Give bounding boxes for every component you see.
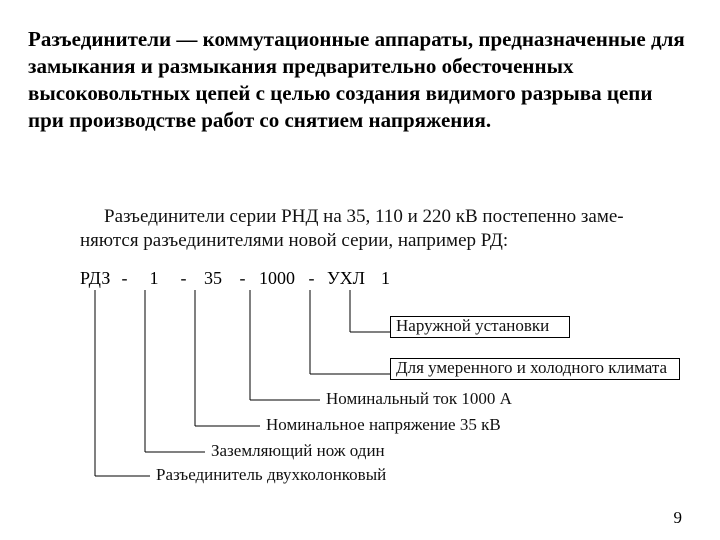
label-outdoor: Наружной установки [396, 317, 549, 336]
code-dash-1: - [115, 268, 135, 289]
code-dash-2: - [174, 268, 194, 289]
code-seg-last: 1 [371, 268, 401, 289]
code-dash-4: - [302, 268, 322, 289]
label-ground-knife: Заземляющий нож один [211, 442, 385, 461]
code-seg-1000: 1000 [257, 268, 297, 289]
label-current: Номинальный ток 1000 А [326, 390, 512, 409]
code-seg-rdz: РДЗ [80, 268, 110, 289]
intro-paragraph: Разъединители серии РНД на 35, 110 и 220… [80, 205, 670, 253]
intro-line-2: няются разъединителями новой серии, напр… [80, 229, 670, 253]
page: Разъединители — коммутационные аппараты,… [0, 0, 720, 540]
code-dash-3: - [233, 268, 253, 289]
code-seg-1: 1 [139, 268, 169, 289]
code-seg-uhl: УХЛ [326, 268, 366, 289]
intro-line-1: Разъединители серии РНД на 35, 110 и 220… [80, 205, 670, 229]
page-number: 9 [674, 508, 683, 528]
definition-heading: Разъединители — коммутационные аппараты,… [28, 26, 688, 134]
label-climate: Для умеренного и холодного климата [396, 359, 667, 378]
designation-code: РДЗ - 1 - 35 - 1000 - УХЛ 1 [80, 268, 401, 289]
label-two-column: Разъединитель двухколонковый [156, 466, 386, 485]
code-seg-35: 35 [198, 268, 228, 289]
label-voltage: Номинальное напряжение 35 кВ [266, 416, 501, 435]
